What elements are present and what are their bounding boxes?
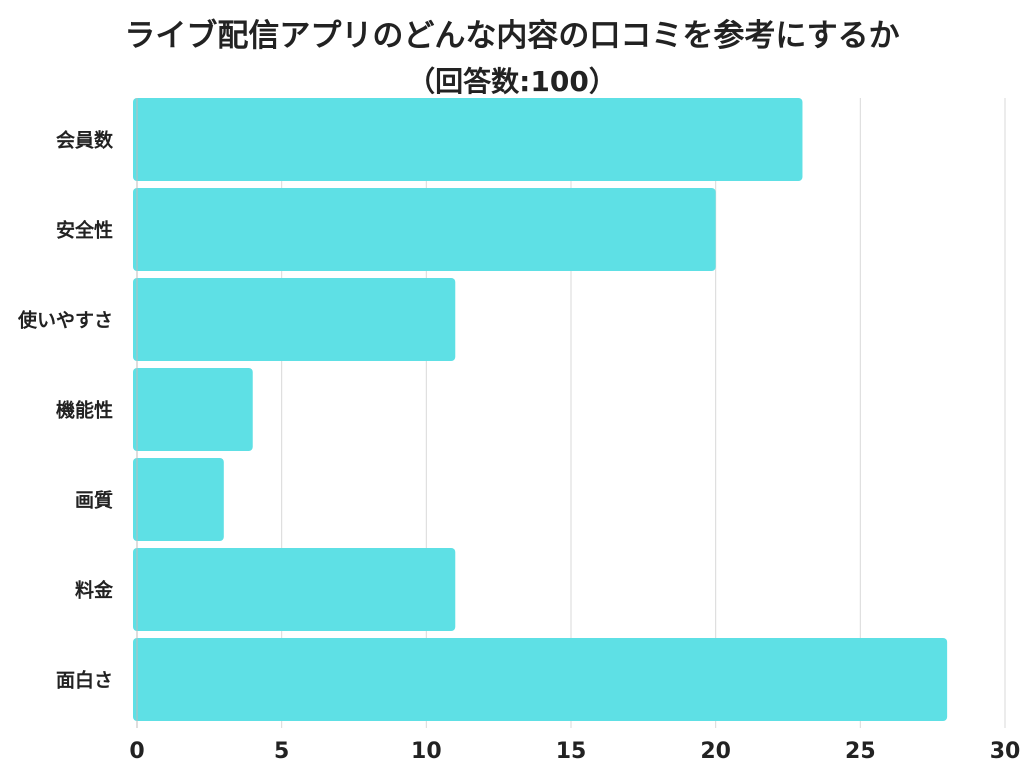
category-label: 料金: [75, 579, 114, 602]
bar: [133, 188, 716, 271]
x-tick-labels: 0 5 10 15 20 25 30: [129, 739, 1020, 764]
x-tick-label: 0: [129, 739, 144, 764]
bar: [133, 368, 253, 451]
x-tick-label: 15: [556, 739, 587, 764]
x-tick-label: 25: [845, 739, 876, 764]
x-tick-label: 10: [411, 739, 442, 764]
x-tick-label: 30: [990, 739, 1021, 764]
category-label: 会員数: [56, 129, 114, 152]
x-tick-label: 5: [274, 739, 289, 764]
category-label: 安全性: [56, 219, 113, 242]
chart-subtitle: （回答数:100）: [407, 65, 617, 98]
bar: [133, 548, 456, 631]
category-label: 機能性: [56, 399, 113, 422]
bar: [133, 98, 803, 181]
chart-title: ライブ配信アプリのどんな内容の口コミを参考にするか: [124, 18, 900, 54]
category-label: 面白さ: [56, 669, 113, 692]
x-tick-label: 20: [700, 739, 731, 764]
category-label: 使いやすさ: [17, 310, 113, 332]
bar: [133, 638, 948, 721]
category-label: 画質: [75, 489, 113, 512]
bars: [133, 98, 948, 721]
bar: [133, 278, 456, 361]
bar: [133, 458, 224, 541]
